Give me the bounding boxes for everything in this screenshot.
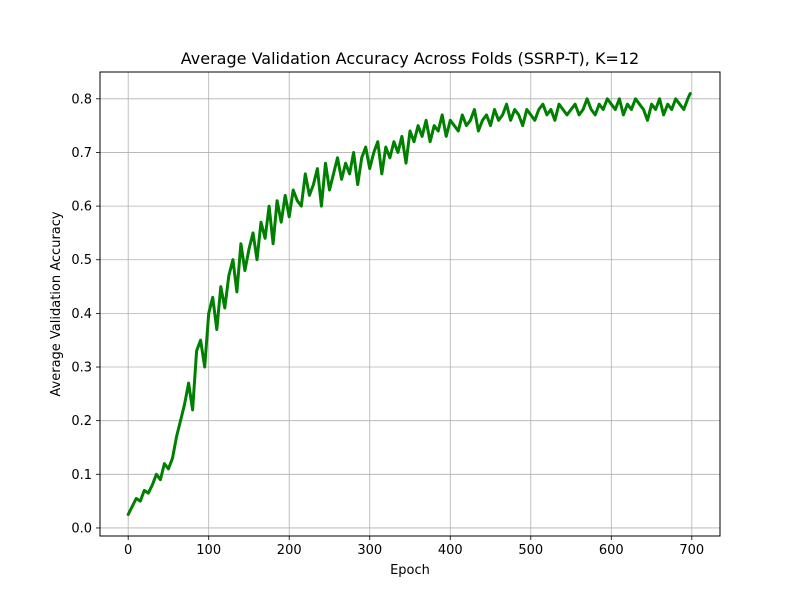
x-axis: 0 100 200 300 400 500 600 700 [124, 536, 704, 558]
y-tick-label: 0.7 [71, 146, 92, 161]
y-axis-label: Average Validation Accuracy [49, 211, 64, 396]
x-tick-label: 400 [438, 543, 463, 558]
x-tick-label: 700 [679, 543, 704, 558]
y-tick-label: 0.3 [71, 361, 92, 376]
x-tick-label: 200 [277, 543, 302, 558]
x-tick-label: 300 [357, 543, 382, 558]
y-axis: 0.0 0.1 0.2 0.3 0.4 0.5 0.6 0.7 0.8 [71, 92, 100, 536]
chart-title: Average Validation Accuracy Across Folds… [181, 49, 639, 68]
x-axis-label: Epoch [390, 563, 430, 578]
plot-frame [99, 71, 721, 537]
y-tick-label: 0.8 [71, 92, 92, 107]
y-tick-label: 0.4 [71, 307, 92, 322]
y-tick-label: 0.2 [71, 414, 92, 429]
series-line [126, 92, 692, 516]
y-tick-label: 0.5 [71, 253, 92, 268]
x-tick-label: 0 [124, 543, 132, 558]
y-tick-label: 0.1 [71, 468, 92, 483]
y-tick-label: 0.6 [71, 200, 92, 215]
x-tick-label: 600 [599, 543, 624, 558]
x-tick-label: 100 [196, 543, 221, 558]
y-tick-label: 0.0 [71, 521, 92, 536]
x-tick-label: 500 [518, 543, 543, 558]
series-layer [126, 92, 692, 516]
